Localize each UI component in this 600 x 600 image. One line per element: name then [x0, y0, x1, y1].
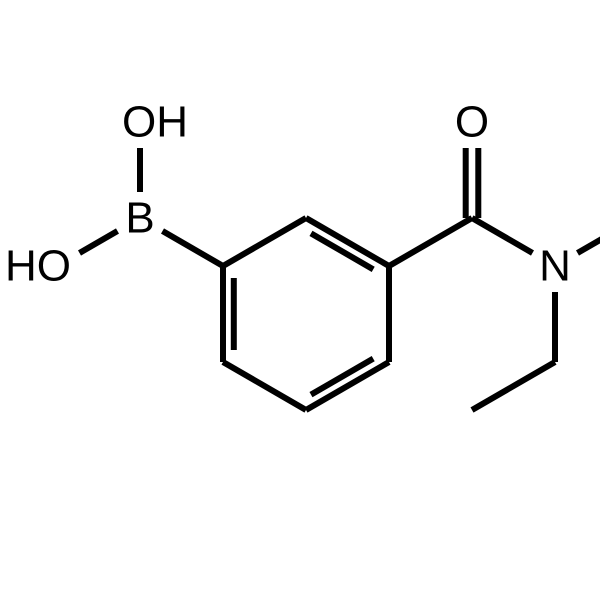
bond	[389, 218, 472, 266]
bond	[223, 218, 306, 266]
bond	[163, 231, 223, 266]
bond	[578, 218, 600, 253]
bond	[472, 218, 532, 253]
atom-label-HO1: HO	[5, 242, 71, 291]
bond	[80, 231, 118, 253]
bond	[306, 218, 389, 266]
atom-label-O: O	[455, 98, 489, 147]
bond	[306, 362, 389, 410]
bond	[223, 362, 306, 410]
bond	[472, 362, 555, 410]
chemical-structure: HO B OH O N	[0, 0, 600, 600]
atom-label-N: N	[539, 242, 571, 291]
atom-label-B: B	[125, 194, 154, 243]
atom-label-OH2: OH	[122, 98, 188, 147]
